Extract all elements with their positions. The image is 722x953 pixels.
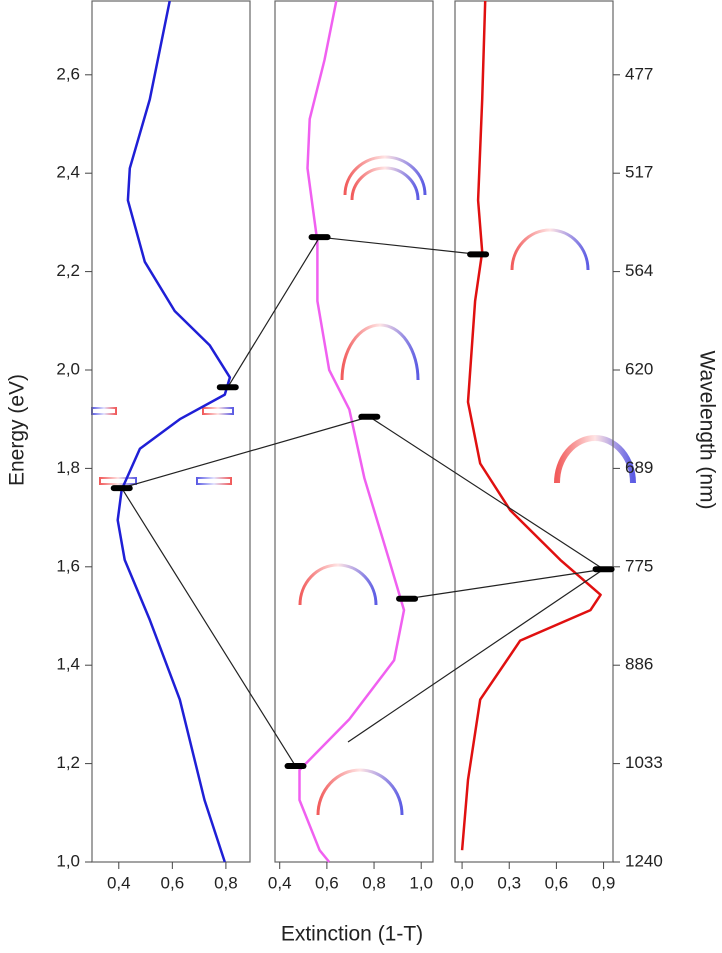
mode-marker	[467, 251, 490, 258]
mode-marker	[396, 595, 419, 602]
mode-marker	[110, 485, 133, 492]
x-tick-label: 0,4	[107, 873, 131, 892]
x-tick-label: 0,9	[592, 873, 616, 892]
connector	[406, 568, 604, 600]
y2-tick-label: 517	[625, 163, 653, 182]
x-tick-label: 0,4	[268, 873, 292, 892]
x-tick-label: 0,8	[214, 873, 238, 892]
mode-marker	[592, 566, 615, 573]
y-tick-label: 2,2	[56, 261, 80, 280]
connector	[227, 236, 321, 388]
mode-marker	[358, 413, 381, 420]
mode-marker	[216, 384, 239, 391]
panel-frame	[274, 0, 434, 863]
x-tick-label: 0,6	[315, 873, 339, 892]
panel-frame	[91, 0, 251, 863]
y-tick-label: 1,4	[56, 655, 80, 674]
y-tick-label: 1,8	[56, 458, 80, 477]
y2-tick-label: 1033	[625, 753, 663, 772]
y-tick-label: 1,6	[56, 556, 80, 575]
y-tick-label: 2,6	[56, 64, 80, 83]
x-tick-label: 0,8	[362, 873, 386, 892]
y2-tick-label: 477	[625, 64, 653, 83]
y2-tick-label: 689	[625, 458, 653, 477]
x-tick-label: 0,0	[450, 873, 474, 892]
spectrum-line	[460, 0, 602, 851]
x-tick-label: 1,0	[409, 873, 433, 892]
y2-axis-label: Wavelength (nm)	[695, 350, 718, 509]
y-axis-label: Energy (eV)	[6, 374, 29, 486]
connector	[121, 416, 370, 489]
spectrum-line	[298, 0, 406, 863]
y-tick-label: 1,2	[56, 753, 80, 772]
y2-tick-label: 564	[625, 261, 653, 280]
y-tick-label: 2,4	[56, 163, 80, 182]
mode-marker	[308, 234, 331, 241]
connector	[369, 416, 604, 570]
x-tick-label: 0,6	[545, 873, 569, 892]
insets	[91, 155, 636, 816]
mode-marker	[284, 763, 307, 770]
y-tick-label: 2,0	[56, 359, 80, 378]
connector	[121, 487, 297, 767]
panel-frame	[454, 0, 614, 863]
x-tick-label: 0,6	[161, 873, 185, 892]
y2-tick-label: 775	[625, 556, 653, 575]
spectrum-line	[116, 0, 232, 863]
y2-tick-label: 620	[625, 359, 653, 378]
x-axis-label: Extinction (1-T)	[281, 923, 423, 946]
y2-tick-label: 1240	[625, 851, 663, 870]
connector	[319, 236, 479, 255]
y-tick-label: 1,0	[56, 851, 80, 870]
connector	[347, 568, 604, 743]
y2-tick-label: 886	[625, 655, 653, 674]
x-tick-label: 0,3	[497, 873, 521, 892]
